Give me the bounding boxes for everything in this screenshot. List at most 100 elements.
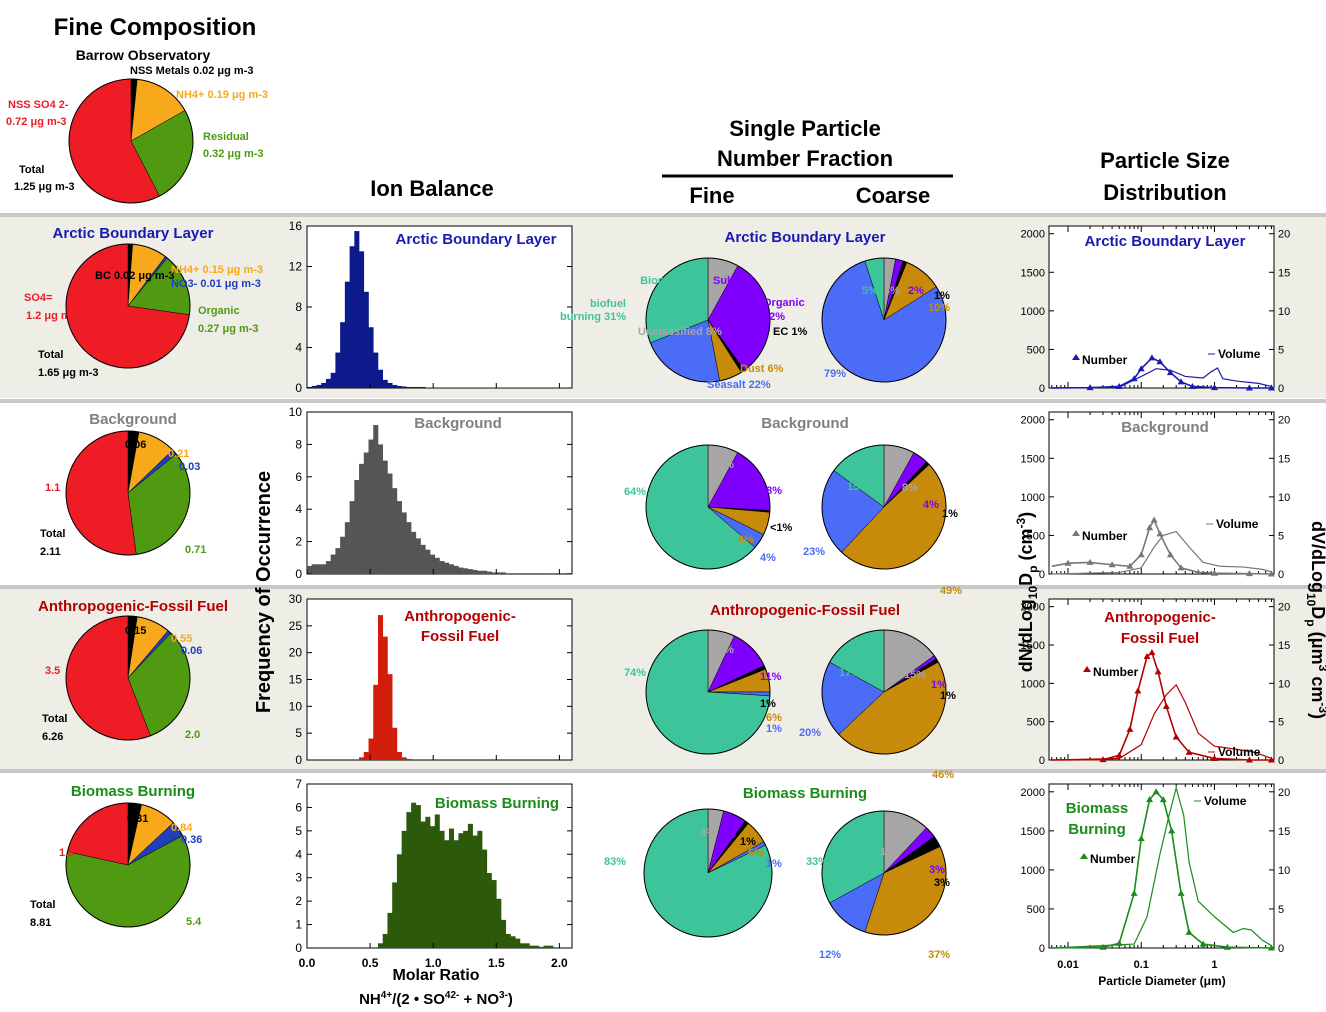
coarse-label: 1%	[931, 679, 947, 691]
composition-pie-outline	[65, 615, 191, 741]
histogram-bar	[467, 387, 473, 388]
histogram-bar	[392, 384, 398, 388]
psd-y2tick-label: 20	[1278, 602, 1290, 614]
histogram-bar	[515, 387, 521, 388]
histogram-bar	[501, 387, 507, 388]
fine-label: burning 31%	[560, 311, 626, 323]
histogram-bar	[463, 568, 469, 574]
histogram-bar	[534, 387, 540, 388]
composition-label: NH4+ 0.15 μg m-3	[171, 264, 263, 276]
histogram-bar	[425, 816, 431, 948]
composition-label: Total	[40, 528, 65, 540]
psd-ytick-label: 1500	[1021, 640, 1045, 652]
composition-label: 0.36	[181, 834, 202, 846]
psd-ytick-label: 2000	[1021, 415, 1045, 427]
psd-number-marker	[1185, 748, 1193, 755]
psd-number-marker	[1185, 928, 1193, 935]
fine-label: 7%	[718, 644, 734, 656]
coarse-label: 3%	[934, 877, 950, 889]
psd-ytick-label: 2000	[1021, 787, 1045, 799]
histogram-bar	[349, 246, 355, 388]
histogram-bar	[382, 933, 388, 948]
row-divider	[0, 399, 1326, 403]
histogram-bar	[486, 571, 492, 574]
histogram-label: Anthropogenic-	[404, 608, 516, 625]
fine-label: 4%	[760, 552, 776, 564]
histogram-bar	[340, 536, 346, 574]
histogram-ytick-label: 4	[295, 847, 302, 861]
coarse-label: 4%	[923, 499, 939, 511]
psd-y2tick-label: 5	[1278, 530, 1284, 542]
histogram-ytick-label: 4	[295, 502, 302, 516]
histogram-bar	[448, 564, 454, 574]
histogram-bar	[382, 636, 388, 760]
histogram-xtick-label: 0.0	[299, 956, 316, 970]
histogram-bar	[524, 573, 530, 574]
psd-y2tick-label: 10	[1278, 492, 1290, 504]
histogram-ytick-label: 12	[289, 260, 303, 274]
histogram-bar	[316, 384, 322, 388]
histogram-bar	[524, 387, 530, 388]
histogram-bar	[548, 945, 554, 948]
histogram-ytick-label: 2	[295, 535, 302, 549]
barrow-label: 0.72 μg m-3	[6, 116, 67, 128]
psd-number-marker	[1108, 561, 1116, 568]
fine-label: biofuel	[590, 298, 626, 310]
composition-label: Total	[30, 899, 55, 911]
histogram-bar	[515, 573, 521, 574]
psd-number-marker	[1177, 889, 1185, 896]
row-title: Biomass Burning	[71, 783, 195, 800]
psd-number-marker	[1115, 939, 1123, 946]
fine-label: 1%	[760, 698, 776, 710]
composition-label: 0.03	[179, 461, 200, 473]
histogram-bar	[529, 387, 535, 388]
psd-ytick-label: 1500	[1021, 826, 1045, 838]
histogram-bar	[382, 460, 388, 574]
psd-ytick-label: 0	[1039, 755, 1045, 767]
histogram-label: Background	[414, 415, 502, 432]
psd-ytick-label: 1000	[1021, 678, 1045, 690]
psd-number-marker	[1267, 756, 1275, 763]
composition-label: 2.11	[40, 546, 61, 558]
histogram-bar	[444, 840, 450, 948]
psd-number-line	[1051, 790, 1272, 949]
psd-number-marker	[1162, 702, 1170, 709]
psd-xlabel: Particle Diameter (μm)	[1098, 974, 1225, 988]
psd-ytick-label: 2000	[1021, 229, 1045, 241]
composition-label: 0.06	[181, 645, 202, 657]
row-divider	[0, 213, 1326, 217]
histogram-ytick-label: 1	[295, 918, 302, 932]
histogram-bar	[510, 573, 516, 574]
composition-label: 0.71	[185, 544, 206, 556]
histogram-ytick-label: 5	[295, 824, 302, 838]
composition-label: 1.65 μg m-3	[38, 367, 99, 379]
histogram-label: Fossil Fuel	[421, 628, 499, 645]
composition-pie	[65, 243, 191, 369]
histogram-bar	[392, 882, 398, 948]
histogram-bar	[377, 615, 384, 760]
histogram-ytick-label: 0	[295, 381, 302, 395]
histogram-bar	[482, 387, 488, 388]
psd-ytick-label: 0	[1039, 383, 1045, 395]
histogram-bar	[430, 826, 436, 948]
histogram-bar	[363, 291, 369, 388]
composition-label: 2.0	[185, 729, 200, 741]
psd-number-marker	[1245, 756, 1253, 763]
coarse-label: 3%	[884, 285, 900, 297]
histogram-bar	[425, 549, 431, 574]
histogram-bar	[340, 322, 346, 388]
psd-y2tick-label: 5	[1278, 904, 1284, 916]
coarse-label: 3%	[929, 864, 945, 876]
histogram-bar	[420, 386, 426, 388]
histogram-bar	[510, 936, 516, 948]
histogram-bar	[330, 554, 336, 574]
psd-number-marker	[1159, 796, 1167, 803]
fine-label: 74%	[624, 667, 646, 679]
psd-title: Biomass	[1066, 800, 1129, 817]
fine-pie-outline	[645, 629, 771, 755]
fine-label: Biomass/	[640, 275, 689, 287]
histogram-bar	[401, 830, 407, 948]
histogram-bar	[548, 387, 554, 388]
psd-number-marker	[1210, 754, 1218, 761]
histogram-bar	[515, 938, 521, 948]
